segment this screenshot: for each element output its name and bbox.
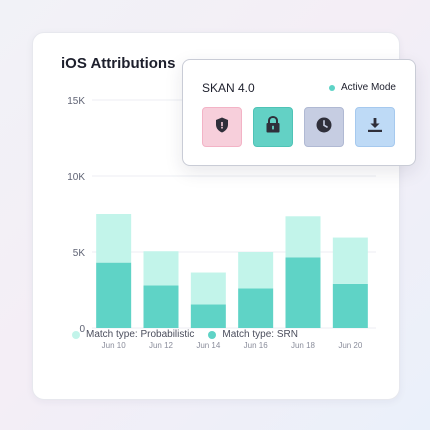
y-tick-label: 15K bbox=[67, 96, 85, 107]
status-label: Active Mode bbox=[340, 82, 396, 93]
clock-tile-button[interactable] bbox=[304, 107, 344, 147]
x-tick-label: Jun 10 bbox=[102, 341, 127, 350]
x-tick-label: Jun 14 bbox=[196, 341, 221, 350]
download-icon bbox=[367, 117, 383, 138]
legend-label: Match type: SRN bbox=[222, 329, 298, 340]
bar-segment-probabilistic bbox=[96, 214, 132, 263]
legend-label: Match type: Probabilistic bbox=[86, 329, 195, 340]
bar-segment-probabilistic bbox=[332, 237, 368, 284]
x-tick-label: Jun 16 bbox=[244, 341, 269, 350]
bar-segment-srn bbox=[238, 288, 274, 328]
lock-icon bbox=[265, 115, 281, 138]
legend-item: Match type: Probabilistic bbox=[72, 329, 194, 340]
y-tick-label: 5K bbox=[73, 248, 86, 259]
bar-segment-probabilistic bbox=[143, 251, 179, 286]
status-dot bbox=[328, 84, 335, 91]
legend-swatch bbox=[72, 330, 80, 339]
clock-icon bbox=[316, 117, 332, 138]
bar-segment-probabilistic bbox=[285, 216, 321, 258]
popover-title: SKAN 4.0 bbox=[202, 81, 255, 95]
x-tick-label: Jun 12 bbox=[149, 341, 174, 350]
bar-segment-srn bbox=[96, 262, 132, 328]
shield-tile-button[interactable] bbox=[202, 107, 242, 147]
legend-item: Match type: SRN bbox=[208, 329, 298, 340]
x-tick-label: Jun 20 bbox=[338, 341, 363, 350]
card-title: iOS Attributions bbox=[61, 55, 176, 72]
bar-segment-srn bbox=[143, 285, 179, 328]
shield-icon bbox=[215, 117, 229, 138]
bar-segment-probabilistic bbox=[190, 272, 226, 305]
active-mode-status: Active Mode bbox=[328, 82, 396, 93]
skan-popover: SKAN 4.0 Active Mode bbox=[182, 59, 416, 166]
bar-segment-srn bbox=[285, 257, 321, 328]
x-tick-label: Jun 18 bbox=[291, 341, 316, 350]
lock-tile-button[interactable] bbox=[253, 107, 293, 147]
download-tile-button[interactable] bbox=[355, 107, 395, 147]
action-tiles bbox=[202, 107, 395, 147]
bar-segment-srn bbox=[190, 304, 226, 328]
chart-legend: Match type: Probabilistic Match type: SRN bbox=[72, 329, 298, 340]
bar-segment-probabilistic bbox=[238, 252, 274, 289]
legend-swatch bbox=[208, 330, 217, 339]
y-tick-label: 0 bbox=[79, 324, 85, 335]
y-tick-label: 10K bbox=[67, 172, 85, 183]
bar-segment-srn bbox=[332, 283, 368, 328]
